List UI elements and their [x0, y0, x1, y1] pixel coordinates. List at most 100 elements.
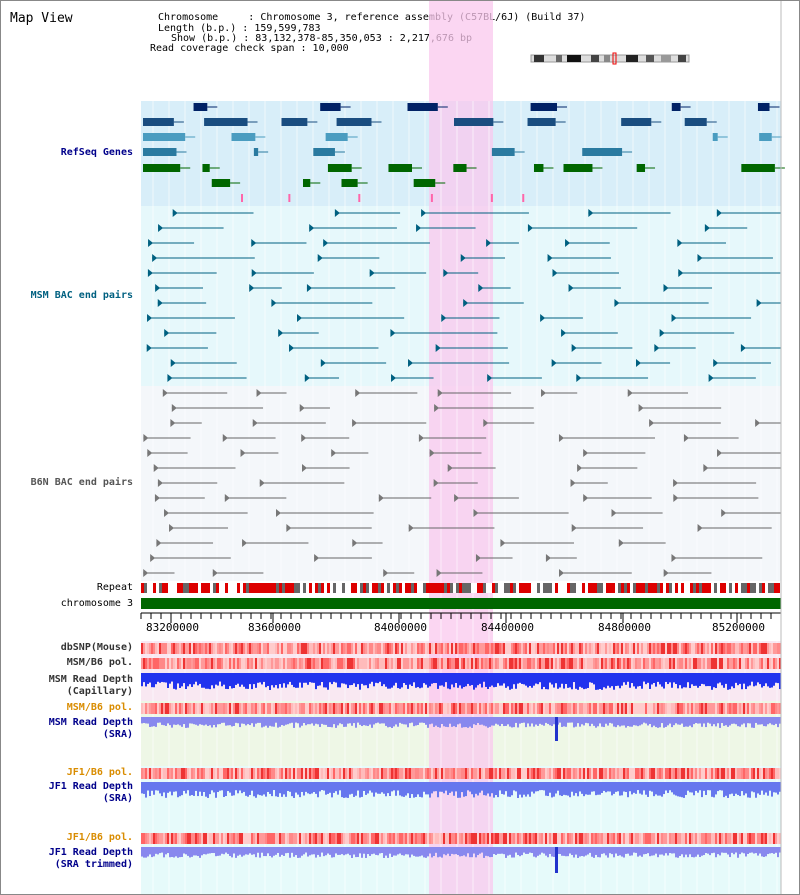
msm-b6-pol2-strip	[345, 703, 347, 714]
msm-depth-capillary-bar	[147, 673, 149, 684]
gene-exon	[336, 118, 372, 126]
jf1-depth-trim-bar	[591, 847, 593, 857]
dbsnp-label: dbSNP(Mouse)	[60, 642, 133, 653]
jf1-b6-pol-strip	[165, 768, 167, 779]
jf1-b6-pol-strip	[305, 768, 307, 779]
jf1-b6-pol-strip	[639, 768, 641, 779]
jf1-depth-sra-bar	[349, 782, 351, 795]
msm-depth-sra-bar	[189, 717, 191, 724]
msm-b6-pol2-strip	[439, 703, 441, 714]
dbsnp-strip	[341, 643, 343, 654]
msm-depth-sra-bar	[753, 717, 755, 728]
msm-bac-end	[654, 344, 660, 352]
msm-depth-capillary-bar	[565, 673, 567, 685]
msm-b6-pol2-strip	[515, 703, 517, 714]
msm-b6-pol2-strip	[661, 703, 663, 714]
msm-depth-capillary-bar	[245, 673, 247, 689]
jf1-depth-sra-bar	[607, 782, 609, 792]
msm-b6-pol2-strip	[181, 703, 183, 714]
repeat-segment	[555, 583, 558, 593]
msm-depth-sra-bar	[499, 717, 501, 727]
jf1-b6-pol2-strip	[725, 833, 727, 844]
jf1-depth-sra-bar	[157, 782, 159, 791]
jf1-depth-trim-bar	[517, 847, 519, 855]
msm-b6-pol2-strip	[251, 703, 253, 714]
repeat-segment	[519, 583, 522, 593]
jf1-b6-pol-strip	[533, 768, 535, 779]
jf1-depth-sra-bar	[529, 782, 531, 797]
jf1-depth-trim-bar	[371, 847, 373, 855]
jf1-b6-pol2-strip	[751, 833, 753, 844]
msm-b6-pol-strip	[293, 658, 295, 669]
jf1-depth-sra-bar	[177, 782, 179, 798]
msm-depth-sra-bar	[355, 717, 357, 728]
msm-depth-capillary-bar	[279, 673, 281, 685]
dbsnp-strip	[507, 643, 509, 654]
msm-b6-pol2-strip	[507, 703, 509, 714]
jf1-depth-sra-bar	[453, 782, 455, 796]
jf1-b6-pol2-strip	[223, 833, 225, 844]
jf1-depth-trim-bar	[633, 847, 635, 853]
repeat-segment	[390, 583, 393, 593]
dbsnp-strip	[275, 643, 277, 654]
msm-b6-pol2-strip	[395, 703, 397, 714]
msm-b6-pol-strip	[731, 658, 733, 669]
repeat-segment	[345, 583, 348, 593]
jf1-b6-pol2-strip	[537, 833, 539, 844]
msm-depth-capillary-bar	[667, 673, 669, 685]
jf1-b6-pol2-strip	[191, 833, 193, 844]
dbsnp-strip	[173, 643, 175, 654]
msm-b6-pol2-strip	[769, 703, 771, 714]
jf1-depth-sra-bar	[247, 782, 249, 797]
msm-depth-sra-bar	[623, 717, 625, 726]
jf1-b6-pol2-strip	[393, 833, 395, 844]
jf1-b6-pol-strip	[221, 768, 223, 779]
jf1-depth-trim-bar	[497, 847, 499, 854]
jf1-depth-trim-bar	[621, 847, 623, 857]
repeat-segment	[663, 583, 666, 593]
msm-depth-sra-bar	[599, 717, 601, 724]
jf1-b6-pol2-strip	[555, 833, 557, 844]
msm-b6-pol2-strip	[371, 703, 373, 714]
dbsnp-strip	[537, 643, 539, 654]
msm-b6-pol2-strip	[369, 703, 371, 714]
dbsnp-strip	[329, 643, 331, 654]
repeat-segment	[534, 583, 537, 593]
repeat-segment	[156, 583, 159, 593]
dbsnp-strip	[361, 643, 363, 654]
msm-depth-sra-bar	[667, 717, 669, 726]
b6n-bac-end	[473, 509, 479, 517]
msm-depth-sra-bar	[579, 717, 581, 727]
msm-b6-pol2-strip	[513, 703, 515, 714]
jf1-b6-pol2-strip	[303, 833, 305, 844]
jf1-b6-pol2-strip	[625, 833, 627, 844]
jf1-b6-pol2-strip	[659, 833, 661, 844]
jf1-b6-pol-strip	[427, 768, 429, 779]
msm-depth-sra-bar	[655, 717, 657, 728]
msm-depth-capillary-bar	[167, 673, 169, 688]
ideogram-band	[626, 55, 638, 62]
msm-b6-pol-strip	[763, 658, 765, 669]
jf1-depth-sra-bar	[413, 782, 415, 798]
jf1-depth-sra-bar	[649, 782, 651, 791]
jf1-depth-sra-bar	[151, 782, 153, 791]
dbsnp-strip	[573, 643, 575, 654]
msm-b6-pol-strip	[515, 658, 517, 669]
msm-b6-pol-strip	[779, 658, 781, 669]
jf1-depth-trim-bar	[655, 847, 657, 854]
jf1-b6-pol-strip	[549, 768, 551, 779]
msm-b6-pol2-strip	[715, 703, 717, 714]
msm-depth-sra-bar	[175, 717, 177, 725]
jf1-b6-pol-strip	[535, 768, 537, 779]
jf1-depth-trim-bar	[537, 847, 539, 856]
jf1-b6-pol-strip	[621, 768, 623, 779]
msm-b6-pol-strip	[303, 658, 305, 669]
jf1-b6-pol-strip	[753, 768, 755, 779]
msm-depth-capillary-bar	[399, 673, 401, 689]
dbsnp-strip	[353, 643, 355, 654]
jf1-depth-sra-bar	[701, 782, 703, 798]
dbsnp-strip	[723, 643, 725, 654]
msm-b6-pol2-strip	[565, 703, 567, 714]
msm-depth-capillary-bar	[311, 673, 313, 683]
